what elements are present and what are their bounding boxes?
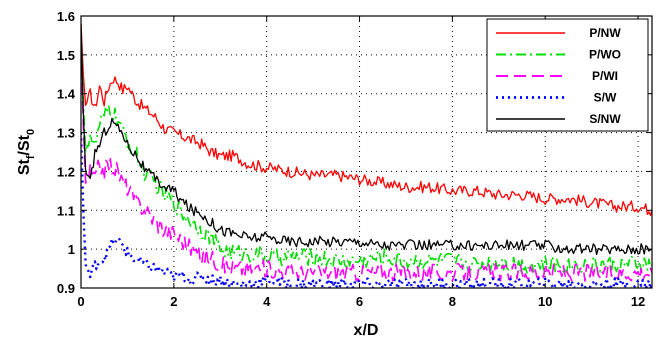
y-axis-label-mid: /St — [16, 134, 33, 155]
axis-ticks: 0 2 4 6 8 10 12 0.9 1 1.1 1.2 1.3 1.4 1.5 1.6 — [57, 9, 652, 309]
y-axis-label-main: St — [16, 158, 33, 175]
plot-frame — [80, 15, 653, 289]
legend: P/NW P/WO P/WI S/W S/NW — [486, 18, 649, 132]
y-tick-label: 1.4 — [57, 87, 76, 102]
series-line-p-nw — [81, 23, 652, 216]
y-axis-label-sub2: 0 — [25, 129, 37, 135]
y-tick-label: 1 — [68, 242, 75, 257]
legend-label: S/W — [594, 91, 617, 105]
x-tick-label: 6 — [356, 294, 363, 309]
y-tick-label: 1.5 — [57, 48, 75, 63]
series-line-p-wo — [81, 35, 652, 274]
series-lines — [81, 23, 652, 288]
legend-label: S/NW — [589, 112, 621, 126]
legend-label: P/NW — [589, 26, 621, 40]
series-line-s-w — [81, 132, 652, 288]
legend-label: P/WO — [589, 48, 621, 62]
series-line-p-wi — [81, 47, 652, 282]
x-tick-label: 8 — [449, 294, 456, 309]
legend-box — [486, 18, 649, 132]
x-tick-label: 10 — [538, 294, 552, 309]
x-tick-label: 12 — [631, 294, 645, 309]
y-tick-label: 1.1 — [57, 203, 75, 218]
y-axis-label-sub1: f — [25, 155, 37, 159]
x-tick-label: 2 — [170, 294, 177, 309]
y-tick-label: 1.6 — [57, 9, 75, 24]
series-line-s-nw — [81, 23, 652, 256]
x-axis-label: x/D — [354, 322, 379, 339]
y-tick-label: 1.2 — [57, 164, 75, 179]
y-tick-label: 1.3 — [57, 126, 75, 141]
legend-label: P/WI — [592, 69, 618, 83]
x-tick-label: 0 — [77, 294, 84, 309]
y-axis-label: Stf/St0 — [16, 129, 37, 175]
x-tick-label: 4 — [263, 294, 271, 309]
y-tick-label: 0.9 — [57, 281, 75, 296]
